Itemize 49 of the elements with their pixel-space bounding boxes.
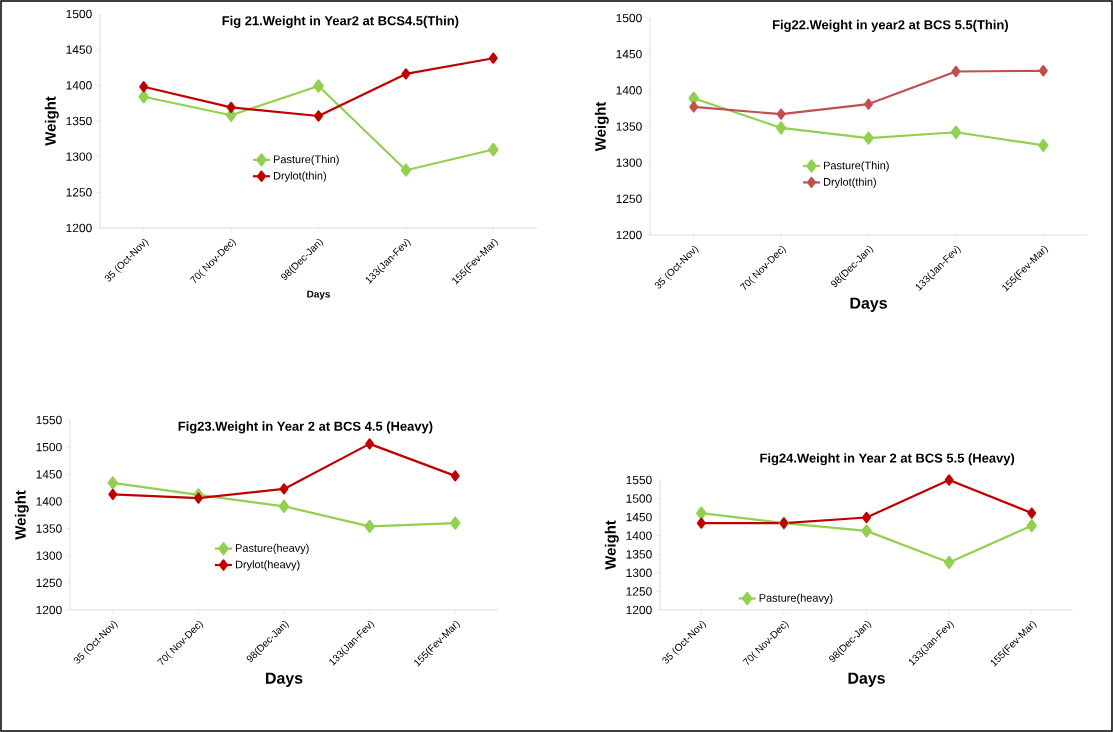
y-tick-label: 1550 [626, 475, 652, 485]
y-tick-label: 1350 [616, 122, 642, 131]
y-tick-label: 1350 [36, 524, 62, 533]
y-tick-label: 1450 [36, 470, 62, 479]
y-tick-label: 1450 [626, 512, 652, 522]
legend-label: Drylot(heavy) [235, 560, 300, 571]
y-tick-label: 1400 [36, 497, 62, 506]
chart-title: Fig22.Weight in year2 at BCS 5.5(Thin) [772, 19, 1008, 32]
y-tick-label: 1450 [616, 49, 642, 59]
x-axis-title: Days [850, 297, 887, 312]
y-tick-label: 1400 [626, 531, 652, 540]
y-tick-label: 1500 [66, 9, 92, 19]
y-tick-label: 1300 [66, 152, 92, 161]
chart-title: Fig23.Weight in Year 2 at BCS 4.5 (Heavy) [178, 421, 433, 434]
y-tick-label: 1550 [36, 415, 62, 425]
y-tick-label: 1250 [616, 194, 642, 204]
y-tick-label: 1350 [66, 116, 92, 126]
y-tick-label: 1250 [36, 578, 62, 588]
y-tick-label: 1300 [36, 551, 62, 560]
y-tick-label: 1250 [626, 587, 652, 596]
legend-label: Drylot(thin) [823, 177, 876, 188]
legend-label: Pasture(Thin) [273, 155, 339, 166]
y-tick-label: 1200 [36, 605, 62, 615]
legend-label: Pasture(heavy) [759, 593, 833, 604]
y-tick-label: 1500 [616, 13, 642, 23]
y-tick-label: 1250 [66, 188, 92, 197]
y-tick-label: 1400 [616, 86, 642, 95]
y-tick-label: 1400 [66, 81, 92, 90]
y-tick-label: 1200 [66, 223, 92, 233]
y-tick-label: 1500 [626, 494, 652, 503]
x-axis-title: Days [307, 290, 331, 300]
y-axis-title: Weight [604, 520, 619, 570]
y-tick-label: 1300 [626, 568, 652, 578]
y-tick-label: 1500 [36, 442, 62, 452]
y-axis-title: Weight [594, 101, 609, 152]
legend-label: Drylot(thin) [273, 171, 326, 182]
chart-title: Fig24.Weight in Year 2 at BCS 5.5 (Heavy) [760, 453, 1015, 466]
chart-title: Fig 21.Weight in Year2 at BCS4.5(Thin) [222, 15, 459, 28]
y-axis-title: Weight [14, 490, 29, 540]
y-tick-label: 1200 [616, 230, 642, 240]
y-tick-label: 1350 [626, 550, 652, 559]
legend-label: Pasture(heavy) [235, 543, 309, 555]
y-tick-label: 1200 [626, 605, 652, 615]
y-tick-label: 1450 [66, 45, 92, 54]
legend-label: Pasture(Thin) [823, 161, 889, 172]
x-axis-title: Days [266, 672, 303, 687]
y-tick-label: 1300 [616, 158, 642, 167]
x-axis-title: Days [848, 672, 885, 687]
y-axis-title: Weight [44, 96, 59, 146]
